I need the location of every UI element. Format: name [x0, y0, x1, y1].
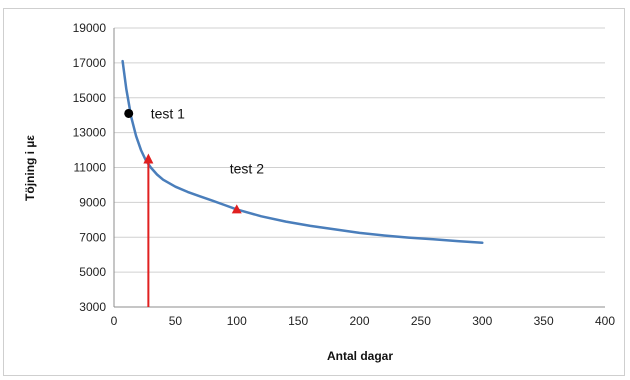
x-tick-label: 100 — [227, 314, 247, 328]
x-axis-title: Antal dagar — [327, 349, 393, 363]
test-2-marker — [231, 204, 242, 214]
x-tick-labels: 0 50 100 150 200 250 300 350 400 — [111, 314, 616, 328]
x-tick-label: 300 — [472, 314, 492, 328]
y-tick-label: 15000 — [73, 91, 107, 105]
series-line — [121, 59, 484, 245]
test-1-label: test 1 — [151, 105, 185, 121]
test-1-marker — [124, 108, 134, 118]
annotations: test 1 test 2 — [124, 105, 264, 307]
y-tick-label: 3000 — [79, 300, 106, 314]
y-tick-label: 13000 — [73, 126, 107, 140]
y-axis-title: Töjning i µε — [23, 135, 37, 201]
y-tick-label: 19000 — [73, 21, 107, 35]
arrow-head — [143, 153, 154, 164]
y-tick-label: 17000 — [73, 56, 107, 70]
y-tick-label: 7000 — [79, 230, 106, 244]
x-tick-label: 400 — [595, 314, 615, 328]
x-tick-label: 350 — [534, 314, 554, 328]
y-tick-label: 11000 — [74, 161, 107, 175]
x-tick-label: 250 — [411, 314, 431, 328]
test-2-label: test 2 — [230, 160, 264, 176]
x-tick-label: 200 — [349, 314, 369, 328]
chart-frame — [3, 8, 625, 376]
x-tick-label: 0 — [111, 314, 118, 328]
axes — [113, 28, 605, 308]
x-tick-label: 150 — [288, 314, 308, 328]
gridlines — [114, 27, 605, 308]
series — [121, 59, 484, 245]
x-tick-label: 50 — [169, 314, 183, 328]
y-tick-label: 5000 — [79, 265, 106, 279]
y-tick-label: 9000 — [79, 195, 106, 209]
y-tick-labels: 3000 5000 7000 9000 11000 13000 15000 17000 1900… — [73, 21, 107, 314]
